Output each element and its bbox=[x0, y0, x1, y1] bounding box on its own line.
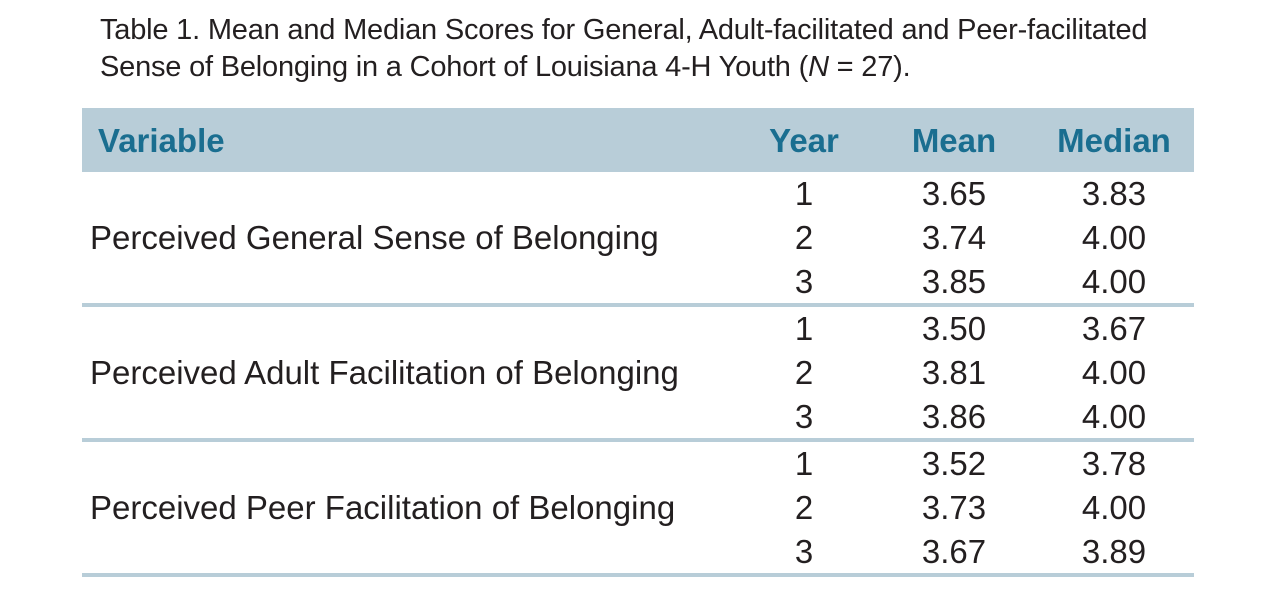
variable-label: Perceived General Sense of Belonging bbox=[90, 219, 659, 256]
header-mean: Mean bbox=[911, 122, 997, 159]
year-cell: 1 bbox=[794, 310, 814, 347]
table-row: 2 3.73 4.00 bbox=[82, 486, 1194, 530]
mean-cell: 3.81 bbox=[921, 354, 987, 391]
table-row: 3 3.67 3.89 bbox=[82, 530, 1194, 574]
caption-text-before: Table 1. Mean and Median Scores for Gene… bbox=[100, 14, 1148, 83]
mean-cell: 3.85 bbox=[921, 263, 987, 300]
year-cell: 1 bbox=[794, 445, 814, 482]
mean-cell: 3.67 bbox=[921, 533, 987, 570]
year-cell: 1 bbox=[794, 175, 814, 212]
variable-label: Perceived Adult Facilitation of Belongin… bbox=[90, 354, 679, 391]
belonging-scores-table: Variable Year Mean Median Perceived Gene… bbox=[82, 108, 1194, 577]
header-year: Year bbox=[769, 122, 839, 159]
year-cell: 2 bbox=[794, 489, 814, 526]
median-cell: 4.00 bbox=[1081, 398, 1147, 435]
mean-cell: 3.73 bbox=[921, 489, 987, 526]
median-cell: 3.78 bbox=[1081, 445, 1147, 482]
row-group-peer: Perceived Peer Facilitation of Belonging… bbox=[82, 442, 1194, 577]
median-cell: 4.00 bbox=[1081, 489, 1147, 526]
variable-label: Perceived Peer Facilitation of Belonging bbox=[90, 489, 676, 526]
mean-cell: 3.86 bbox=[921, 398, 987, 435]
row-group-general: Perceived General Sense of Belonging 1 3… bbox=[82, 172, 1194, 307]
median-cell: 4.00 bbox=[1081, 263, 1147, 300]
median-cell: 4.00 bbox=[1081, 354, 1147, 391]
table-row: 1 3.52 3.78 bbox=[82, 442, 1194, 486]
mean-cell: 3.65 bbox=[921, 175, 987, 212]
table-row: 1 3.65 3.83 bbox=[82, 172, 1194, 216]
mean-cell: 3.74 bbox=[921, 219, 987, 256]
mean-cell: 3.50 bbox=[921, 310, 987, 347]
year-cell: 2 bbox=[794, 219, 814, 256]
table-row: 3 3.85 4.00 bbox=[82, 260, 1194, 304]
header-variable: Variable bbox=[98, 122, 225, 159]
median-cell: 3.89 bbox=[1081, 533, 1147, 570]
median-cell: 4.00 bbox=[1081, 219, 1147, 256]
median-cell: 3.67 bbox=[1081, 310, 1147, 347]
year-cell: 3 bbox=[794, 533, 814, 570]
table-row: 2 3.81 4.00 bbox=[82, 351, 1194, 395]
median-cell: 3.83 bbox=[1081, 175, 1147, 212]
table-header-row: Variable Year Mean Median bbox=[82, 108, 1194, 172]
table-caption: Table 1. Mean and Median Scores for Gene… bbox=[100, 12, 1220, 86]
year-cell: 3 bbox=[794, 263, 814, 300]
row-group-adult: Perceived Adult Facilitation of Belongin… bbox=[82, 307, 1194, 442]
mean-cell: 3.52 bbox=[921, 445, 987, 482]
caption-n-symbol: N bbox=[808, 51, 829, 83]
year-cell: 2 bbox=[794, 354, 814, 391]
year-cell: 3 bbox=[794, 398, 814, 435]
table-row: 3 3.86 4.00 bbox=[82, 395, 1194, 439]
table-row: 2 3.74 4.00 bbox=[82, 216, 1194, 260]
caption-text-after: = 27). bbox=[828, 51, 911, 83]
table-row: 1 3.50 3.67 bbox=[82, 307, 1194, 351]
header-median: Median bbox=[1057, 122, 1171, 159]
